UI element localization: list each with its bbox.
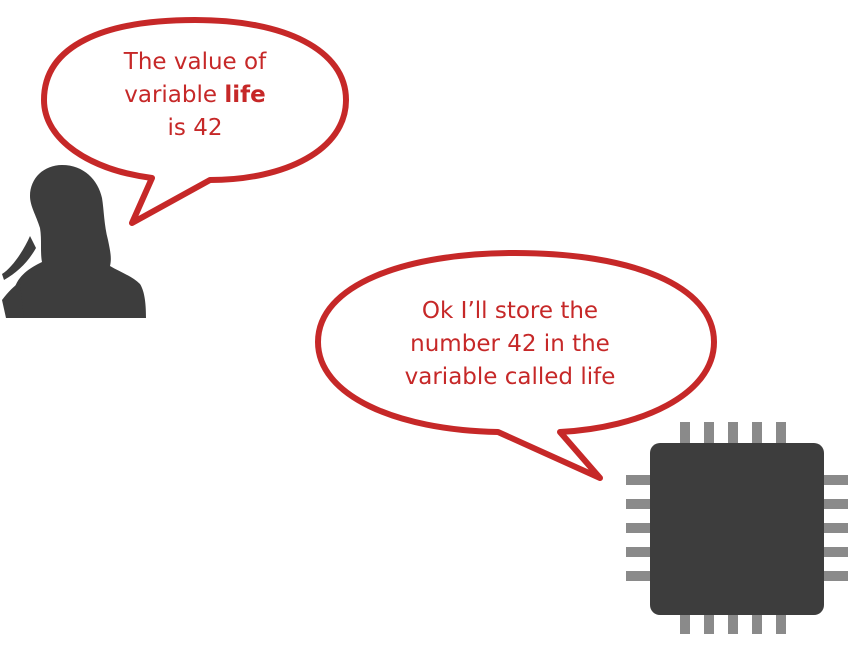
- chip-line-1: Ok I’ll store the: [421, 298, 599, 324]
- woman-silhouette-icon: [2, 165, 146, 318]
- person-line-3: is 42: [167, 115, 223, 141]
- chip-body: [650, 443, 824, 615]
- chip-line-2: number 42 in the: [410, 331, 610, 357]
- chip-line-3: variable called life: [404, 364, 616, 390]
- chip-pins: [626, 422, 848, 634]
- person-line-1: The value of: [123, 49, 267, 75]
- person-speech-bubble: [41, 17, 349, 226]
- person-line-2-prefix: variable: [124, 82, 225, 108]
- microchip-icon: [626, 422, 848, 634]
- chip-speech-bubble: [315, 250, 717, 481]
- chip-bubble-text: Ok I’ll store the number 42 in the varia…: [330, 295, 690, 394]
- person-bubble-text: The value of variable life is 42: [60, 46, 330, 145]
- person-line-2: variable life: [60, 79, 330, 112]
- variable-name-life: life: [224, 82, 266, 108]
